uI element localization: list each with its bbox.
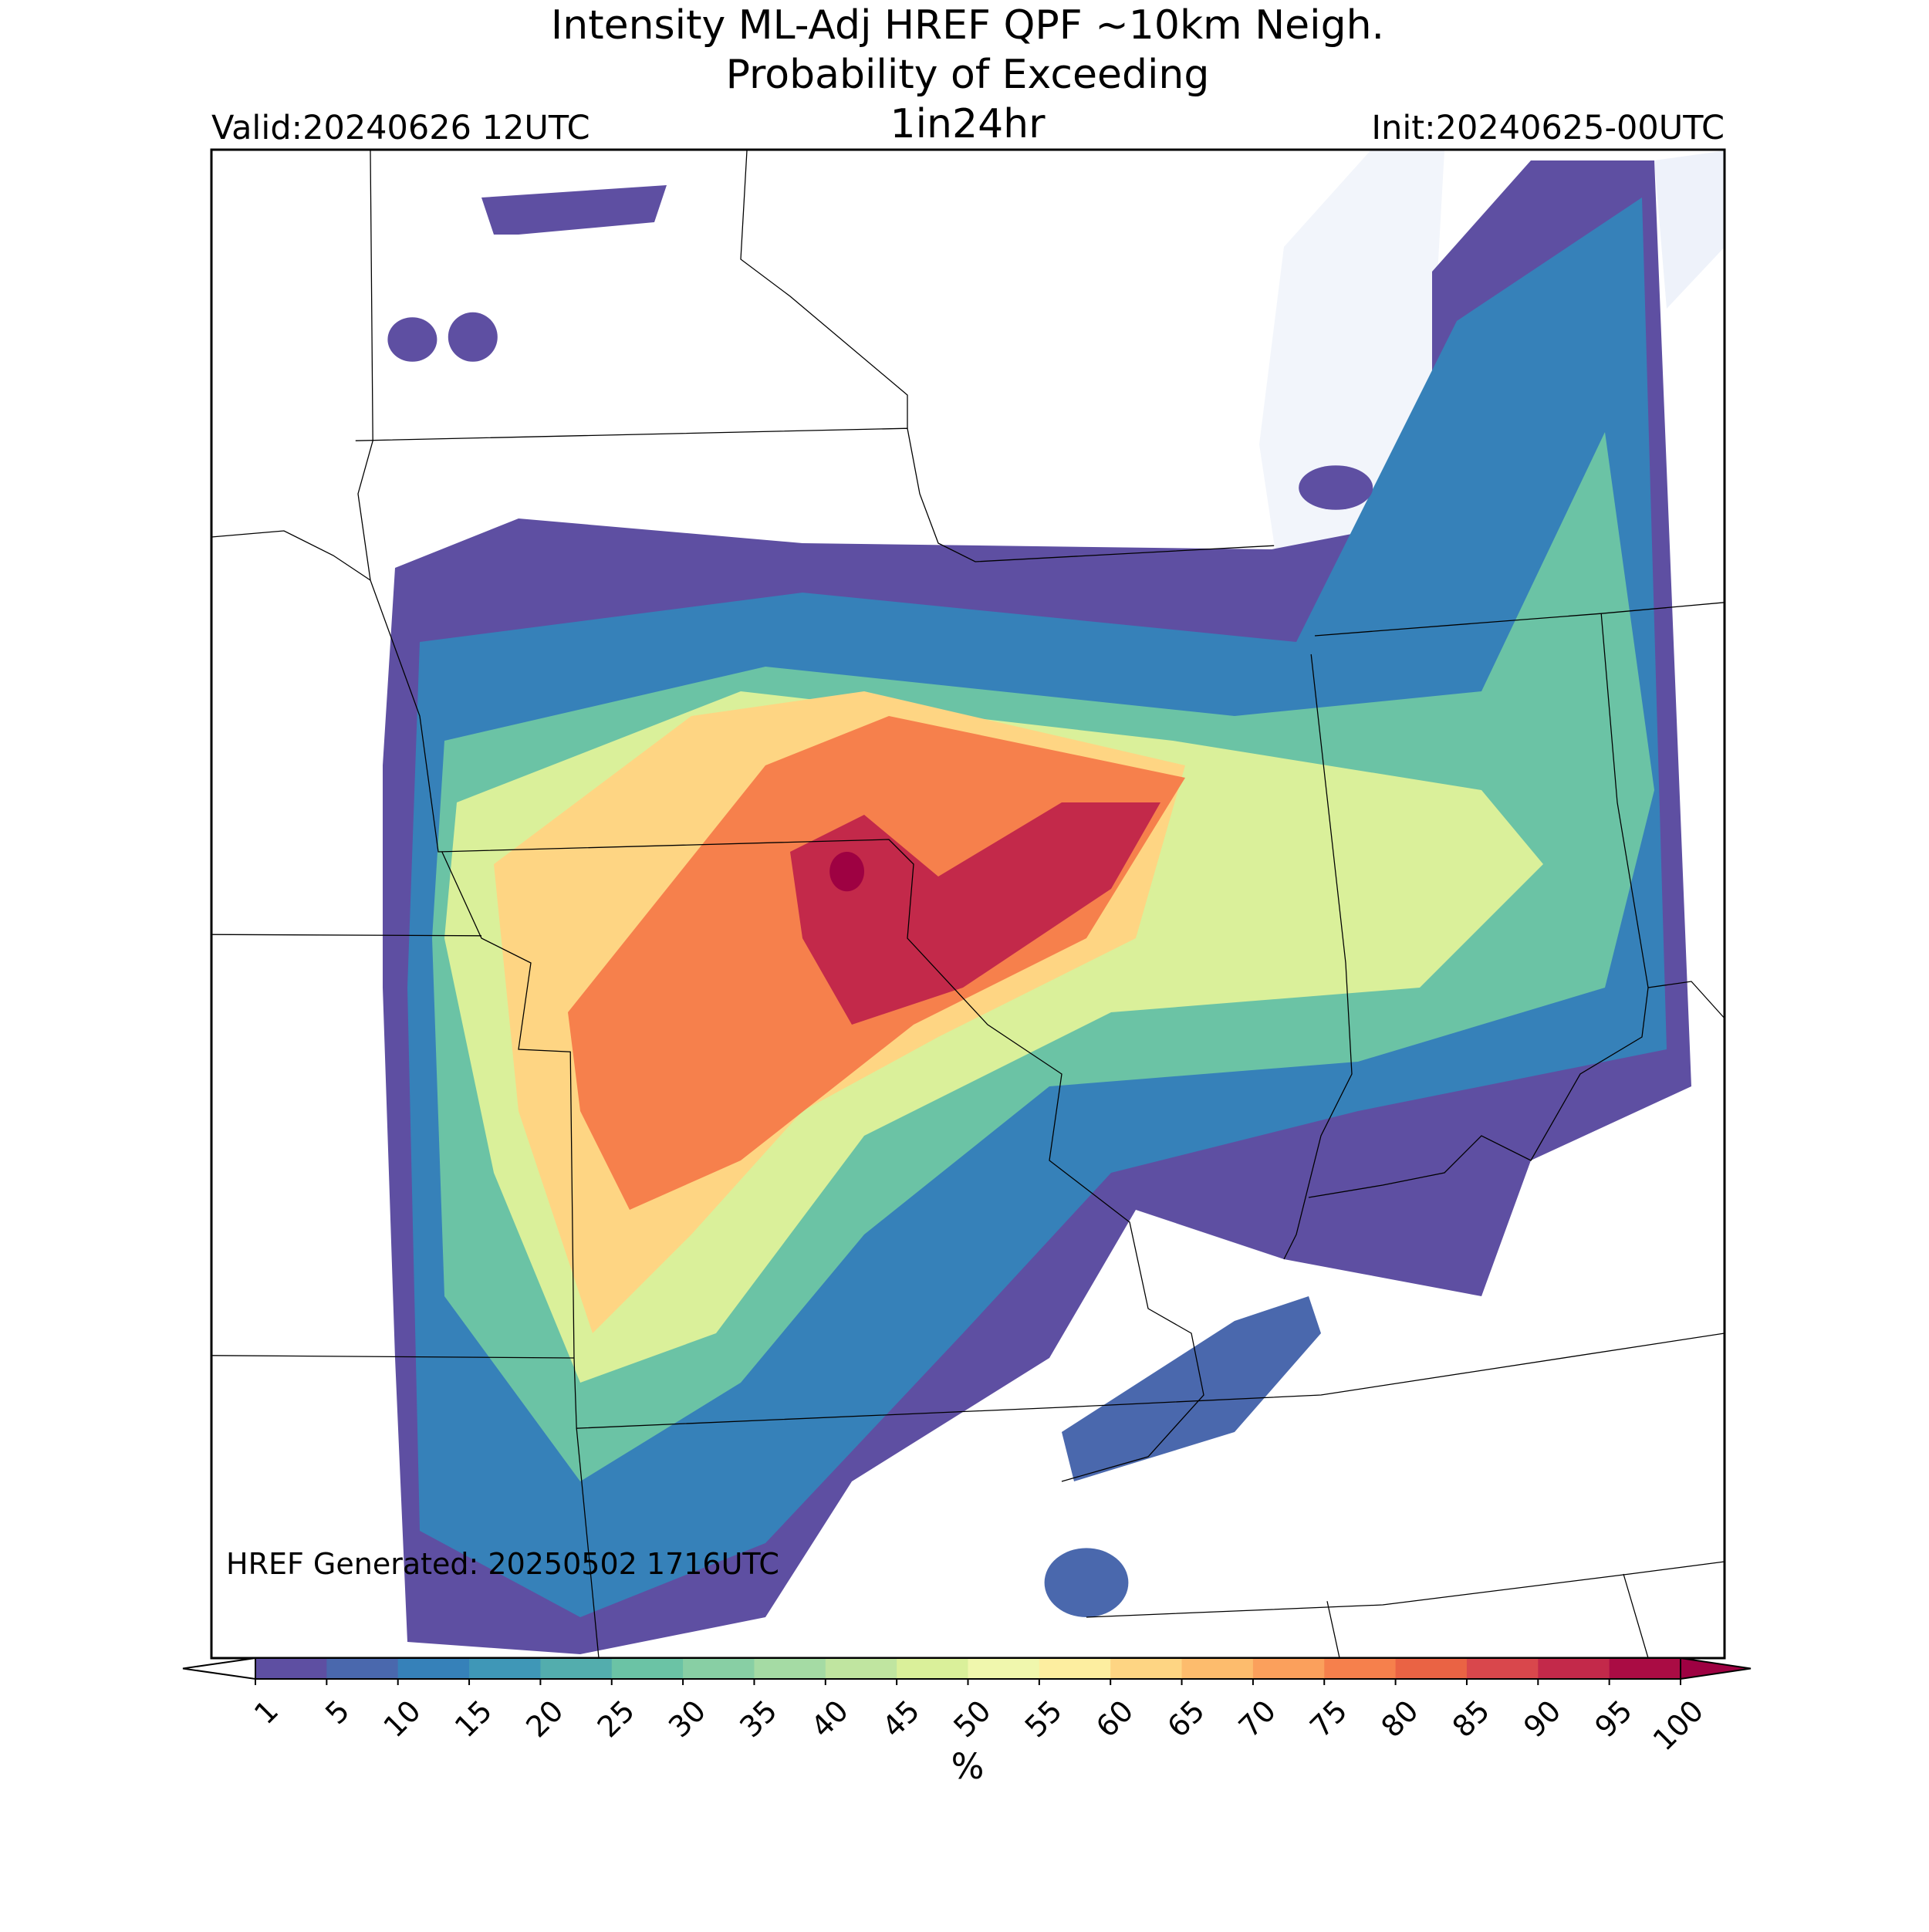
probability-region	[1299, 465, 1373, 510]
colorbar-swatch	[1395, 1658, 1468, 1679]
probability-region	[829, 852, 864, 892]
title-line: Probability of Exceeding	[726, 52, 1210, 98]
colorbar-swatch	[1466, 1658, 1539, 1679]
colorbar-swatch	[326, 1658, 399, 1679]
colorbar-tick-label: 55	[1019, 1694, 1069, 1744]
valid-time: Valid:20240626 12UTC	[211, 109, 590, 147]
colorbar-swatch	[754, 1658, 826, 1679]
colorbar-swatch	[1252, 1658, 1325, 1679]
title-line: 1in24hr	[890, 101, 1046, 147]
colorbar-tick-label: 5	[319, 1694, 356, 1731]
probability-region	[448, 312, 498, 362]
probability-region	[387, 317, 437, 362]
colorbar-tick-label: 95	[1589, 1694, 1639, 1744]
colorbar-tick-label: 45	[876, 1694, 926, 1744]
colorbar-swatch	[1324, 1658, 1397, 1679]
colorbar-tick-label: 90	[1517, 1694, 1567, 1744]
colorbar-tick-label: 85	[1446, 1694, 1496, 1744]
colorbar-swatch	[968, 1658, 1040, 1679]
map-area	[211, 150, 1725, 1658]
colorbar-label: %	[951, 1746, 985, 1787]
init-time: Init:20240625-00UTC	[1371, 109, 1725, 147]
colorbar-tick-label: 35	[733, 1694, 783, 1744]
colorbar-swatch	[1110, 1658, 1183, 1679]
colorbar-tick-label: 70	[1232, 1694, 1282, 1744]
colorbar-tick-label: 15	[448, 1694, 498, 1744]
probability-region	[1062, 1296, 1321, 1481]
colorbar-swatch	[469, 1658, 541, 1679]
colorbar-tick-label: 50	[947, 1694, 997, 1744]
colorbar-swatch	[1609, 1658, 1681, 1679]
generated-note: HREF Generated: 20250502 1716UTC	[226, 1547, 779, 1581]
colorbar-swatch	[397, 1658, 470, 1679]
state-borders	[211, 150, 1725, 1658]
colorbar-swatch	[897, 1658, 968, 1679]
colorbar-tick-label: 75	[1303, 1694, 1353, 1744]
colorbar-tick-label: 25	[591, 1694, 641, 1744]
title-line: Intensity ML-Adj HREF QPF ~10km Neigh.	[551, 2, 1384, 49]
probability-region	[481, 185, 667, 235]
colorbar-swatch	[1181, 1658, 1254, 1679]
colorbar-swatch	[1538, 1658, 1610, 1679]
colorbar-tick-label: 60	[1089, 1694, 1140, 1744]
lake	[1654, 150, 1725, 309]
colorbar: 1 5 10 15 20 25 30 35 40 45 50 55 60 65 70 75 80 85 90 95 10…	[182, 1657, 1752, 1757]
colorbar-tick-label: 10	[377, 1694, 427, 1744]
colorbar-tick-label: 65	[1160, 1694, 1211, 1744]
colorbar-tick-label: 40	[805, 1694, 855, 1744]
colorbar-under	[182, 1657, 256, 1680]
colorbar-swatch	[825, 1658, 897, 1679]
colorbar-tick-label: 80	[1374, 1694, 1424, 1744]
colorbar-tick-label: 30	[662, 1694, 712, 1744]
colorbar-swatch	[611, 1658, 684, 1679]
probability-region	[790, 802, 1160, 1025]
colorbar-swatch	[683, 1658, 755, 1679]
colorbar-tick-label: 1	[248, 1694, 285, 1731]
colorbar-tick-label: 100	[1647, 1694, 1710, 1757]
colorbar-swatch	[1039, 1658, 1111, 1679]
colorbar-swatch	[540, 1658, 613, 1679]
probability-region	[1044, 1548, 1129, 1617]
colorbar-tick-label: 20	[519, 1694, 569, 1744]
colorbar-over	[1680, 1657, 1752, 1680]
colorbar-swatch	[255, 1658, 327, 1679]
